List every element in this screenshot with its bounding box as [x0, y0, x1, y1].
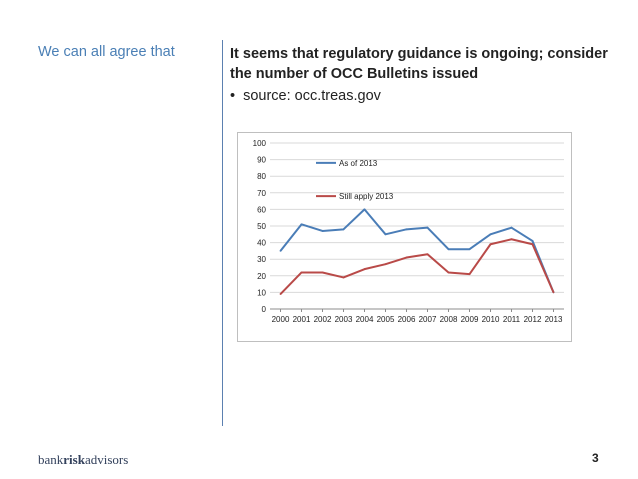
source-text: source: occ.treas.gov: [243, 88, 381, 104]
line-chart: 0 10 20 30 40 50 60 70 80 90 100 2000 2001 2002 2003 20…: [237, 132, 572, 342]
series-1-point: [426, 226, 429, 229]
y-tick-label: 70: [257, 189, 266, 198]
series-2-point: [426, 253, 429, 256]
series-1-point: [363, 208, 366, 211]
series-line-1: [279, 208, 555, 293]
y-tick-label: 0: [262, 305, 267, 314]
x-tick-label: 2005: [377, 315, 395, 324]
series-2-point: [342, 276, 345, 279]
y-tick-label: 90: [257, 156, 266, 165]
x-tick-label: 2003: [335, 315, 353, 324]
series-1-point: [447, 248, 450, 251]
y-tick-label: 100: [253, 139, 267, 148]
bankriskadvisors-logo: bankriskadvisors: [38, 452, 128, 468]
series-1-point: [489, 233, 492, 236]
x-tick-label: 2006: [398, 315, 416, 324]
logo-word-advisors: advisors: [84, 452, 129, 467]
y-tick-label: 40: [257, 239, 266, 248]
x-tick-label: 2013: [545, 315, 563, 324]
y-tick-label: 60: [257, 205, 266, 214]
logo-word-bank: bank: [38, 452, 64, 467]
series-1-point: [300, 223, 303, 226]
legend-label-1: As of 2013: [339, 159, 378, 168]
series-1-point: [531, 240, 534, 242]
series-2-point: [279, 293, 282, 295]
vertical-divider: [222, 40, 223, 426]
y-tick-label: 20: [257, 272, 266, 281]
series-line-2: [279, 238, 555, 295]
x-tick-label: 2009: [461, 315, 479, 324]
series-1-point: [468, 248, 471, 251]
series-2-point: [384, 263, 387, 266]
series-1-point: [279, 250, 282, 252]
x-tick-label: 2004: [356, 315, 374, 324]
series-2-point: [510, 238, 513, 241]
series-1-point: [384, 233, 387, 236]
source-bullet: • source: occ.treas.gov: [230, 88, 381, 104]
slide-headline: It seems that regulatory guidance is ong…: [230, 46, 608, 82]
series-1-point: [405, 228, 408, 231]
left-heading: We can all agree that: [38, 44, 175, 60]
series-2-point: [405, 256, 408, 259]
x-tick-label: 2010: [482, 315, 500, 324]
y-tick-label: 10: [257, 288, 266, 297]
y-tick-label: 50: [257, 222, 266, 231]
series-2-point: [531, 243, 534, 246]
series-2-point: [552, 291, 555, 294]
x-tick-label: 2002: [314, 315, 332, 324]
x-tick-label: 2008: [440, 315, 458, 324]
legend-label-2: Still apply 2013: [339, 192, 394, 201]
series-2-point: [300, 271, 303, 274]
logo-word-risk: risk: [63, 452, 85, 467]
y-tick-label: 30: [257, 255, 266, 264]
page-number: 3: [592, 451, 599, 465]
x-tick-label: 2011: [503, 315, 521, 324]
series-2-point: [321, 271, 324, 274]
series-2-point: [468, 273, 471, 276]
series-1-point: [342, 228, 345, 231]
y-tick-label: 80: [257, 172, 266, 181]
series-2-point: [447, 271, 450, 274]
series-1-point: [321, 230, 324, 232]
series-2-point: [489, 243, 492, 246]
series-1-point: [510, 226, 513, 229]
x-tick-label: 2012: [524, 315, 542, 324]
x-tick-label: 2001: [293, 315, 311, 324]
series-2-point: [363, 268, 366, 271]
bullet-marker: •: [230, 88, 236, 104]
x-tick-label: 2007: [419, 315, 437, 324]
x-tick-label: 2000: [272, 315, 290, 324]
